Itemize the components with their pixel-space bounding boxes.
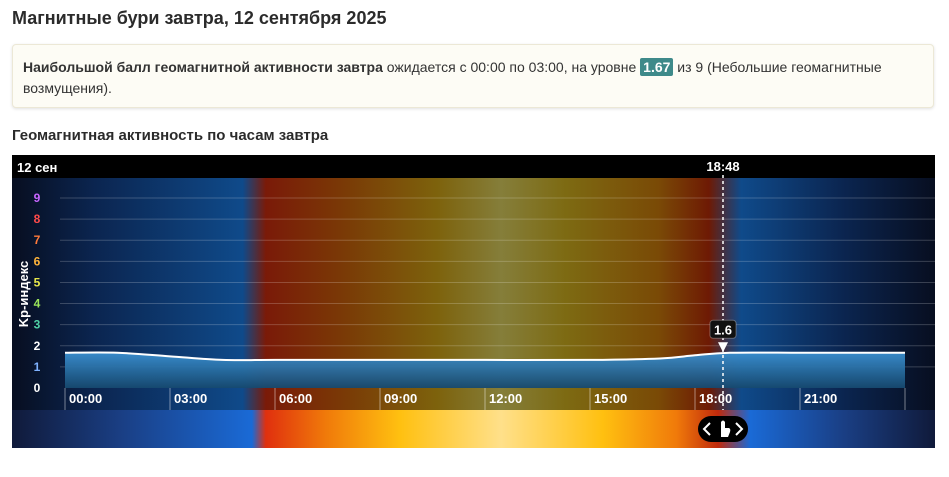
y-tick-label: 1 (34, 360, 41, 374)
kp-value-badge: 1.67 (640, 58, 674, 76)
summary-bold-text: Наибольшой балл геомагнитной активности … (23, 59, 383, 75)
y-tick-label: 7 (34, 233, 41, 247)
hand-pointer-icon (721, 420, 731, 437)
chevron-right-icon (735, 422, 744, 436)
y-tick-label: 4 (34, 297, 41, 311)
y-axis-label: Kp-индекс (16, 261, 31, 328)
x-tick-label: 12:00 (489, 391, 522, 406)
kp-line (64, 351, 905, 362)
y-tick-label: 2 (34, 339, 41, 353)
summary-text-after: из 9 (Небольшие геомагнитные возмущения)… (23, 59, 882, 96)
forecast-summary: Наибольшой балл геомагнитной активности … (12, 44, 934, 108)
y-tick-label: 6 (34, 254, 41, 268)
cursor-time-label: 18:48 (706, 159, 739, 174)
cursor-value-label: 1.6 (714, 322, 732, 337)
x-tick-label: 15:00 (594, 391, 627, 406)
y-tick-label: 3 (34, 318, 41, 332)
date-label: 12 сен (17, 160, 57, 175)
kp-area (65, 352, 905, 388)
x-tick-label: 18:00 (699, 391, 732, 406)
cursor-marker-icon (718, 342, 728, 353)
x-tick-label: 03:00 (174, 391, 207, 406)
chevron-left-icon (702, 422, 711, 436)
x-tick-label: 00:00 (69, 391, 102, 406)
summary-text-before: ожидается с 00:00 по 03:00, на уровне (382, 59, 641, 75)
y-tick-label: 0 (34, 381, 41, 395)
x-tick-label: 09:00 (384, 391, 417, 406)
time-scroll-bar[interactable] (12, 410, 935, 448)
y-tick-label: 8 (34, 212, 41, 226)
cursor-value-box (709, 319, 737, 339)
kp-chart[interactable]: 12 сен Kp-индекс 0 1 2 3 4 5 6 7 8 9 00:00 03:00 06… (12, 155, 935, 448)
y-tick-label: 9 (34, 191, 41, 205)
page-title: Магнитные бури завтра, 12 сентября 2025 (12, 8, 387, 28)
x-tick-label: 06:00 (279, 391, 312, 406)
y-tick-label: 5 (34, 275, 41, 289)
x-tick-label: 21:00 (804, 391, 837, 406)
kp-chart-svg[interactable]: 12 сен Kp-индекс 0 1 2 3 4 5 6 7 8 9 00:00 03:00 06… (12, 155, 935, 448)
chart-title: Геомагнитная активность по часам завтра (12, 127, 329, 144)
